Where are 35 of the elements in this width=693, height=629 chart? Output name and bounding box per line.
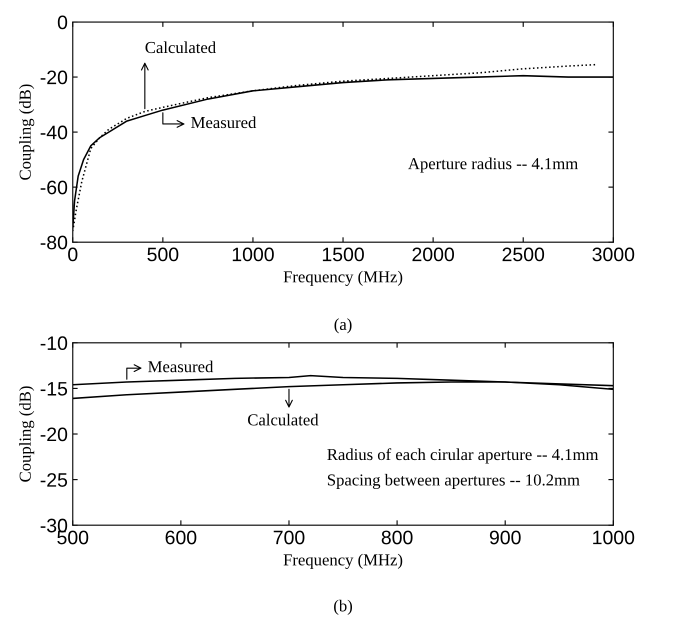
x-tick-label: 1000	[232, 248, 274, 262]
x-tick-label: 800	[382, 530, 413, 544]
annotation: Spacing between apertures -- 10.2mm	[328, 474, 580, 490]
x-tick-label: 1500	[322, 248, 364, 262]
y-tick-label: -25	[40, 473, 68, 487]
x-tick-label: 900	[490, 530, 521, 544]
x-tick-label: 2000	[412, 248, 454, 262]
y-tick-label: -20	[40, 427, 68, 442]
x-tick-label: 2500	[502, 248, 544, 262]
x-tick-label: 600	[166, 530, 196, 544]
y-tick-label: -80	[40, 236, 68, 250]
y-axis-title: Coupling (dB)	[19, 84, 34, 180]
text: Calculated	[146, 41, 216, 54]
y-tick-label: 0	[58, 15, 68, 30]
text: (b)	[334, 600, 352, 615]
legend-label: Calculated	[248, 414, 318, 426]
legend-label: Measured	[191, 116, 256, 128]
x-axis-title: Frequency (MHz)	[284, 554, 402, 569]
y-tick-label: -20	[40, 70, 68, 84]
y-tick-label: -15	[40, 382, 68, 396]
annotation: Aperture radius -- 4.1mm	[408, 158, 578, 173]
annotation: Radius of each cirular aperture -- 4.1mm	[327, 448, 598, 464]
y-axis-title: Coupling (dB)	[19, 386, 34, 482]
x-axis-title: Frequency (MHz)	[284, 270, 402, 286]
legend-label: Measured	[148, 360, 214, 372]
x-tick-label: 1000	[593, 530, 634, 544]
x-tick-label: 500	[57, 530, 88, 544]
y-tick-label: -60	[40, 180, 68, 194]
x-tick-label: 3000	[592, 248, 634, 262]
x-tick-label: 0	[68, 248, 78, 262]
y-tick-label: -10	[40, 336, 68, 350]
text: (a)	[334, 318, 352, 334]
y-tick-label: -40	[40, 126, 68, 140]
x-tick-label: 700	[274, 530, 304, 544]
x-tick-label: 500	[147, 248, 178, 262]
